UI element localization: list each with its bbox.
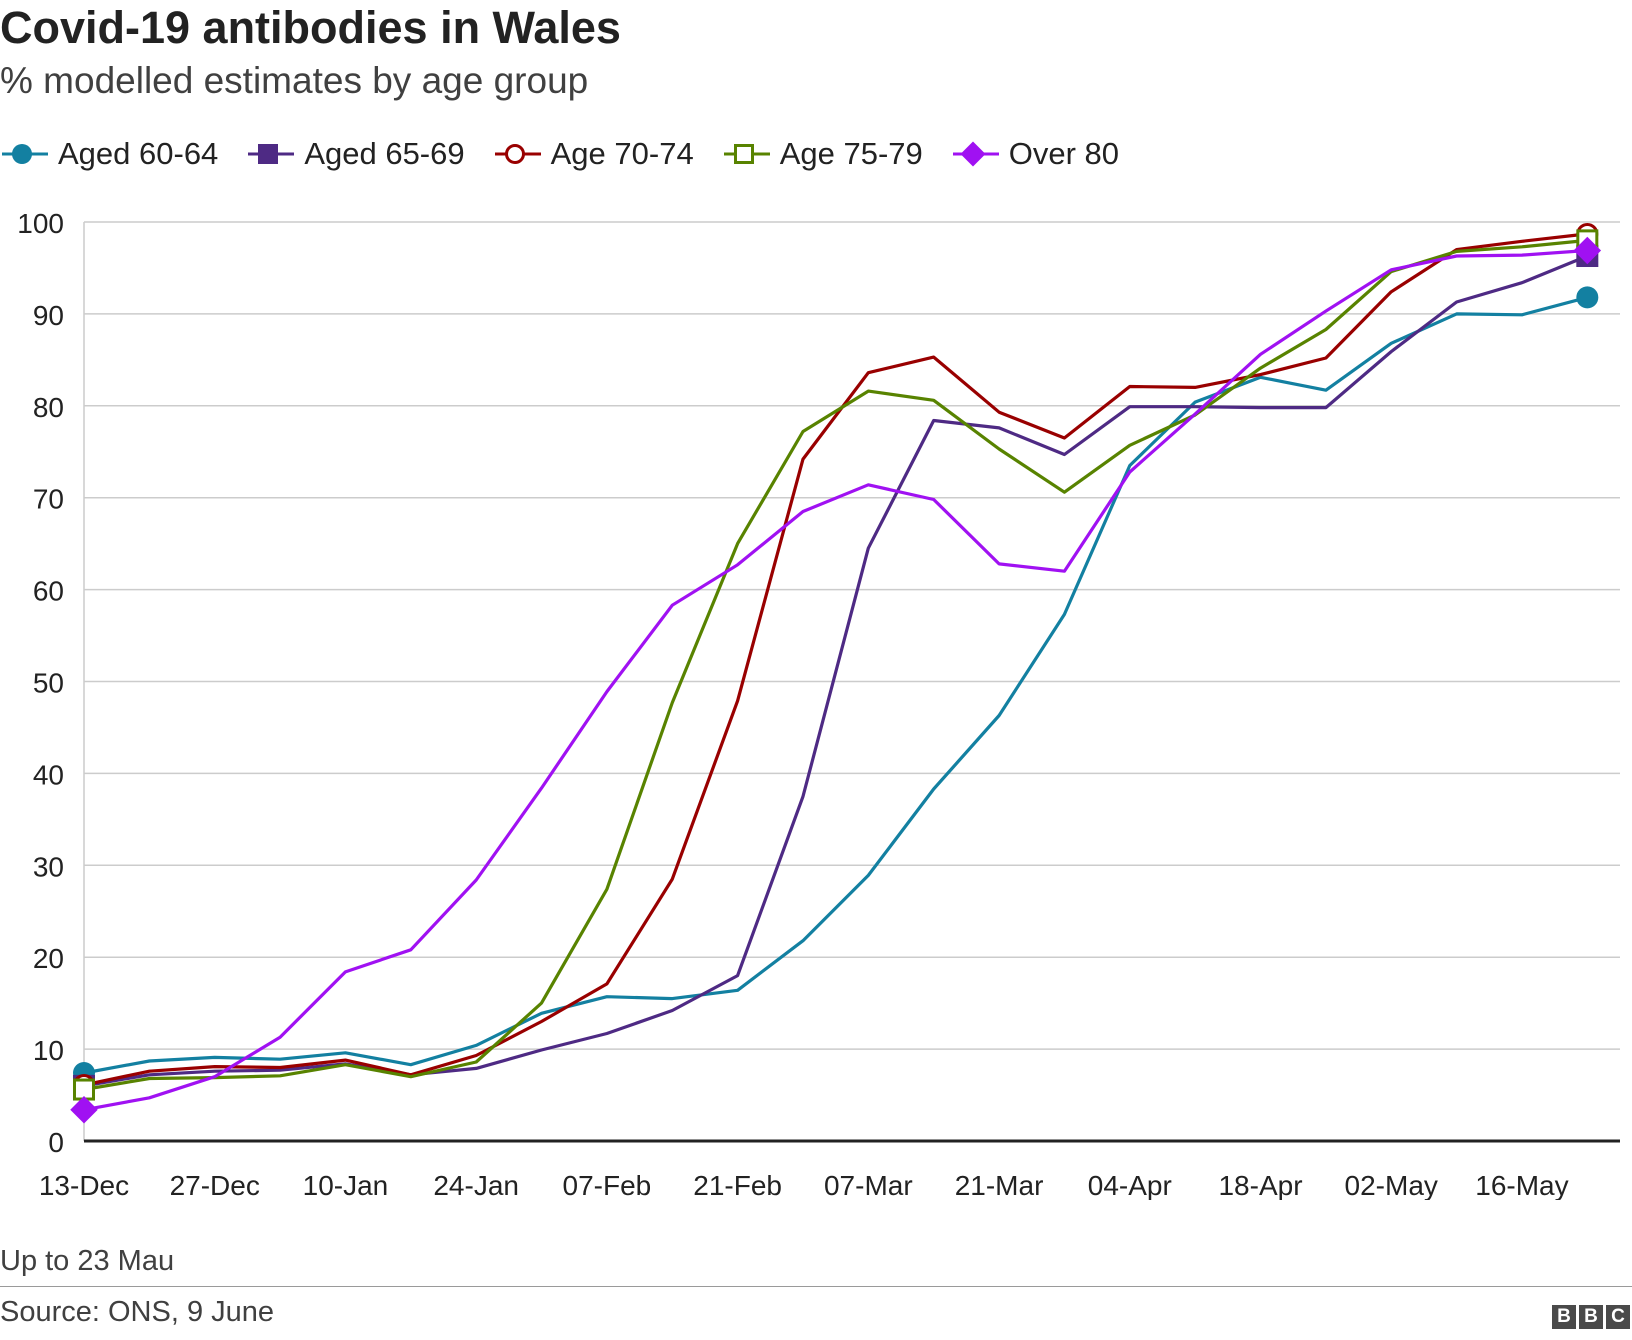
- legend-item: Aged 65-69: [246, 136, 465, 172]
- legend-label: Aged 60-64: [58, 136, 219, 171]
- y-tick-label: 90: [33, 300, 64, 331]
- legend-item: Age 75-79: [722, 136, 923, 172]
- legend-swatch: [723, 144, 770, 164]
- x-tick-label: 16-May: [1475, 1170, 1568, 1200]
- source-text: Source: ONS, 9 June: [0, 1296, 275, 1328]
- series-line: [83, 295, 1588, 1075]
- legend-item: Over 80: [951, 136, 1119, 172]
- x-tick-label: 27-Dec: [170, 1170, 260, 1200]
- y-tick-label: 30: [33, 851, 64, 882]
- series-marker: [960, 141, 986, 167]
- chart-subtitle: % modelled estimates by age group: [0, 60, 589, 101]
- chart-title: Covid-19 antibodies in Wales: [0, 2, 621, 53]
- series-marker: [258, 144, 279, 164]
- y-tick-label: 100: [17, 208, 64, 239]
- series-marker: [504, 144, 525, 164]
- y-tick-label: 20: [33, 943, 64, 974]
- chart-legend: Aged 60-64 Aged 65-69 Age 70-74 Age 75-79 Ov…: [0, 134, 1147, 174]
- series-marker: [12, 144, 32, 164]
- line-chart: 0 10 20 30 40 50 60 70 80 90 100 13-Dec 27-Dec 10-Jan…: [17, 208, 1620, 1200]
- series-line: [83, 238, 1588, 1092]
- legend-swatch: [952, 141, 999, 167]
- y-tick-label: 40: [33, 759, 64, 790]
- bbc-logo-letter: B: [1579, 1305, 1603, 1329]
- x-tick-label: 21-Mar: [955, 1170, 1044, 1200]
- x-tick-label: 04-Apr: [1088, 1170, 1172, 1200]
- x-tick-label: 13-Dec: [39, 1170, 129, 1200]
- series-marker: [70, 1096, 98, 1124]
- y-tick-label: 0: [48, 1127, 64, 1158]
- legend-label: Age 75-79: [779, 136, 923, 171]
- legend-label: Aged 65-69: [304, 136, 465, 171]
- x-tick-label: 10-Jan: [303, 1170, 389, 1200]
- x-tick-label: 24-Jan: [433, 1170, 519, 1200]
- series-line: [83, 254, 1588, 1088]
- legend-swatch: [494, 144, 541, 164]
- legend-swatch: [248, 144, 295, 164]
- legend-item: Aged 60-64: [0, 136, 218, 172]
- x-tick-label: 18-Apr: [1218, 1170, 1302, 1200]
- series-marker: [1576, 286, 1599, 309]
- legend-item: Age 70-74: [493, 136, 694, 172]
- legend-swatch: [2, 144, 48, 164]
- y-tick-label: 10: [33, 1035, 64, 1066]
- legend-label: Over 80: [1008, 136, 1120, 171]
- bbc-logo-letter: C: [1606, 1305, 1630, 1329]
- x-tick-label: 07-Feb: [563, 1170, 652, 1200]
- bbc-logo: B B C: [1549, 1305, 1630, 1329]
- y-tick-label: 70: [33, 484, 64, 515]
- series-line: [83, 232, 1588, 1087]
- y-tick-label: 80: [33, 392, 64, 423]
- y-tick-label: 50: [33, 668, 64, 699]
- y-tick-label: 60: [33, 576, 64, 607]
- legend-label: Age 70-74: [550, 136, 694, 171]
- footer-divider: [0, 1286, 1632, 1287]
- x-tick-label: 21-Feb: [693, 1170, 782, 1200]
- date-range-note: Up to 23 Mau: [0, 1245, 175, 1277]
- series-line: [83, 248, 1588, 1112]
- series-marker: [733, 144, 754, 164]
- x-tick-label: 07-Mar: [824, 1170, 913, 1200]
- series-marker: [1573, 236, 1602, 265]
- x-tick-label: 02-May: [1345, 1170, 1438, 1200]
- bbc-logo-letter: B: [1552, 1305, 1576, 1329]
